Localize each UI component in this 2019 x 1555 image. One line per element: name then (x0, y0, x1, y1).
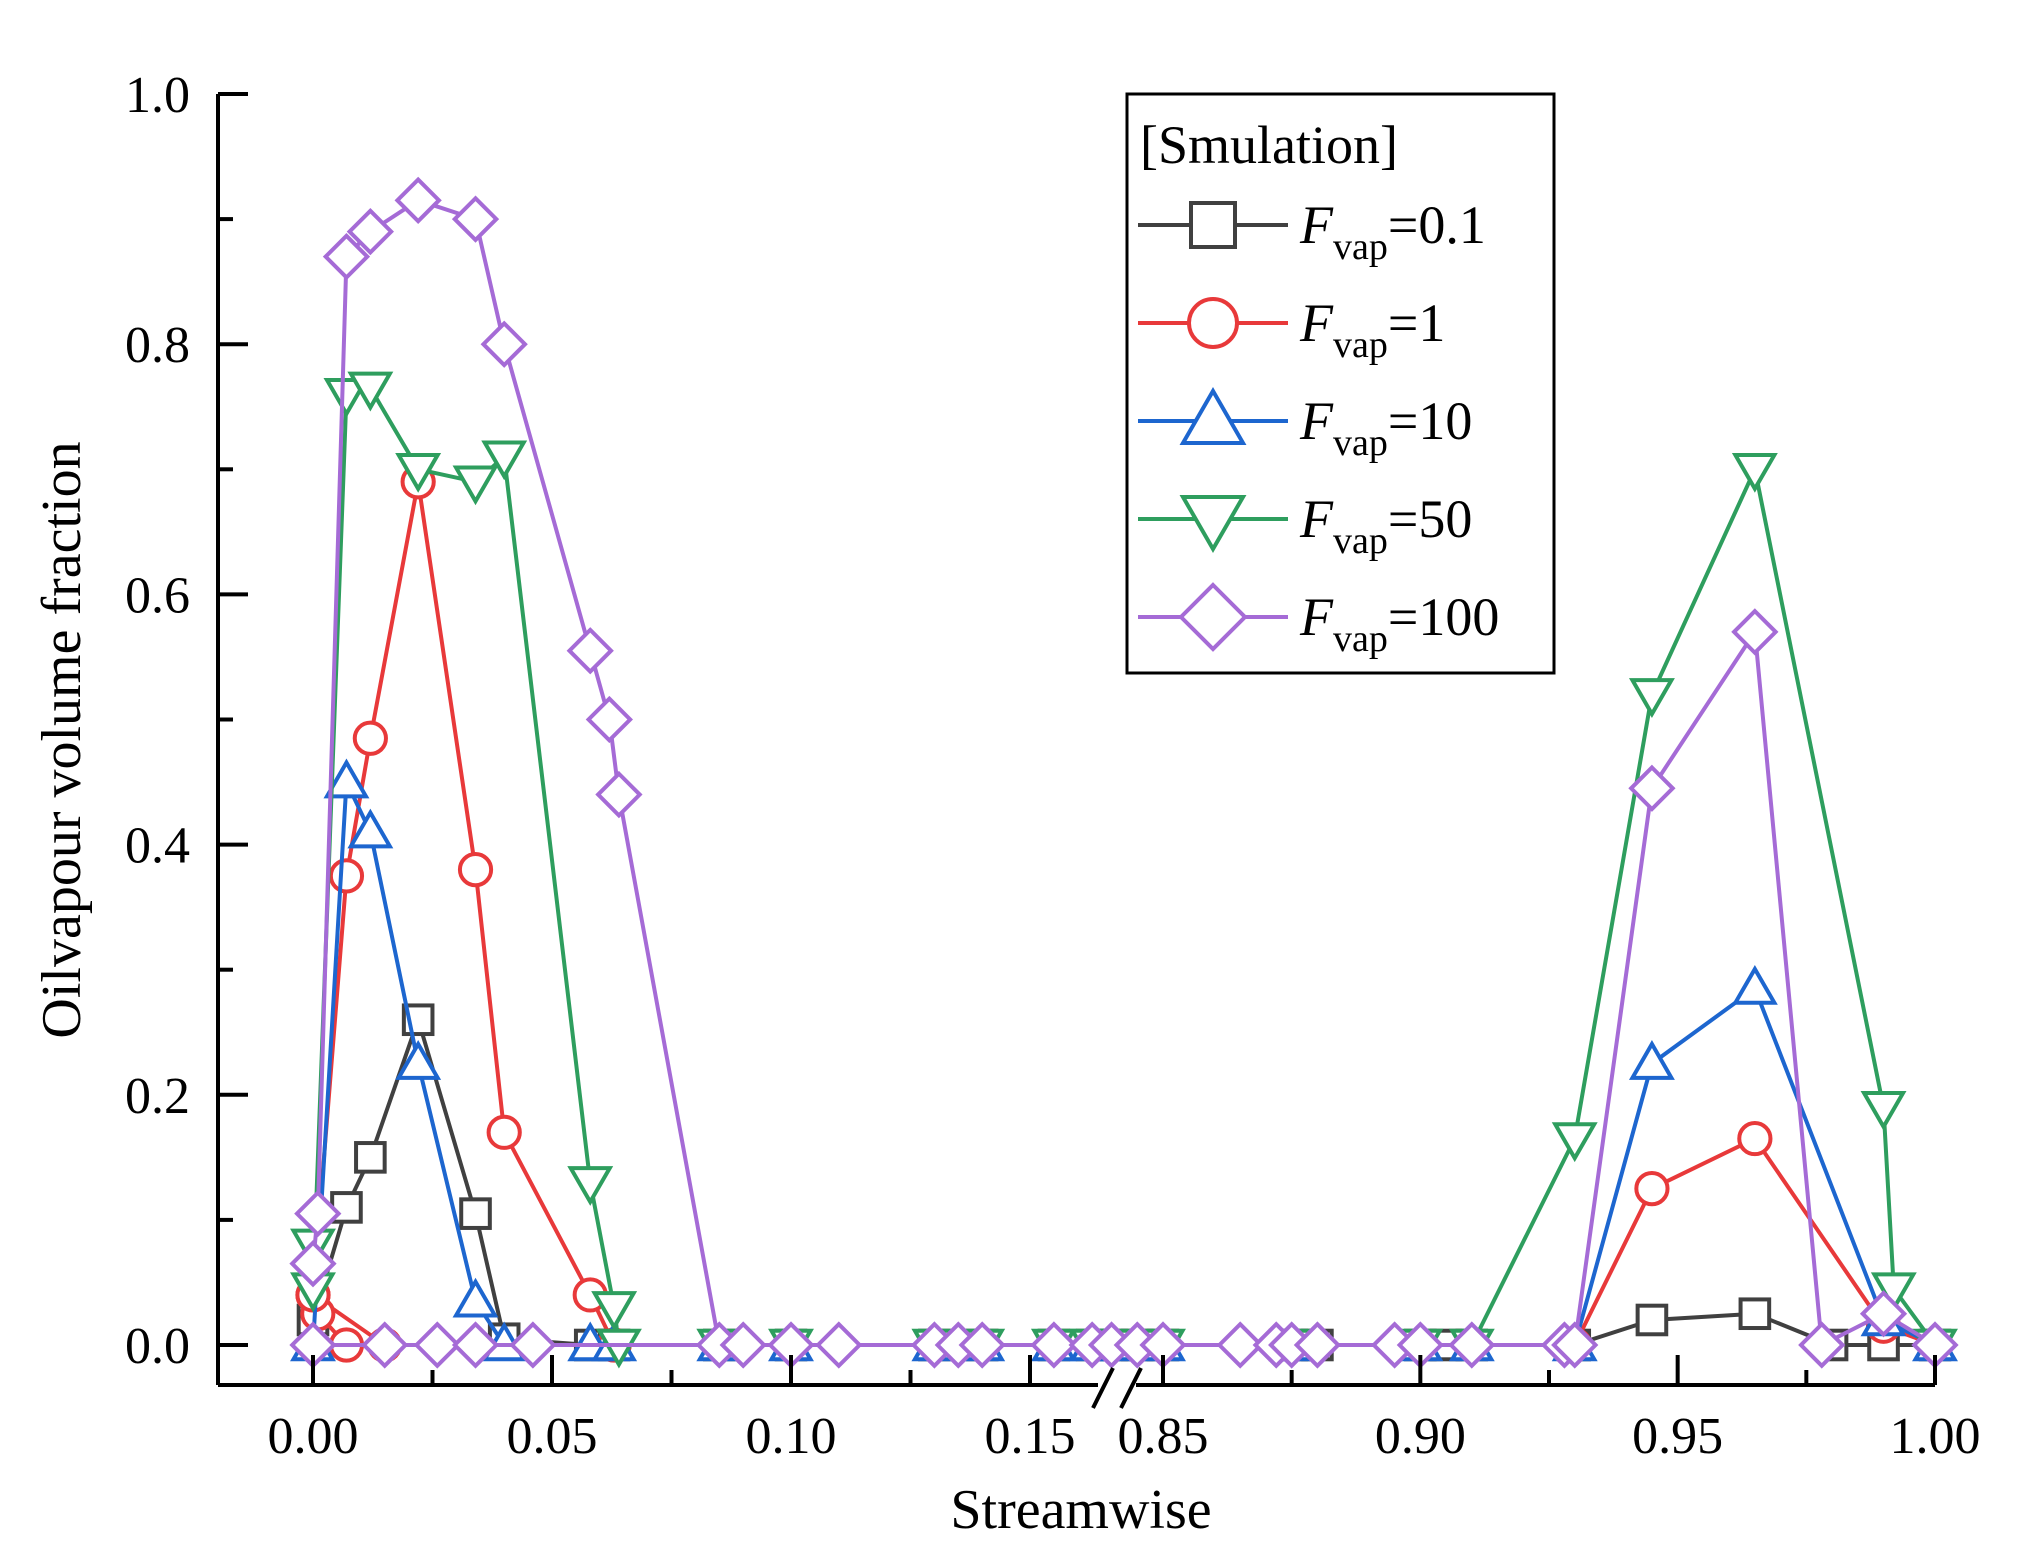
data-point (1860, 1091, 1907, 1131)
data-point (1628, 678, 1675, 718)
data-point (451, 1321, 500, 1369)
data-point (567, 1166, 614, 1206)
data-point (347, 808, 394, 849)
data-point (452, 465, 499, 506)
data-point (323, 758, 370, 799)
y-axis-label: Oilvapour volume fraction (31, 441, 93, 1038)
data-point (566, 627, 614, 675)
data-point (1738, 1297, 1772, 1331)
data-point (352, 720, 388, 756)
legend-marker (1179, 386, 1247, 445)
legend-marker (1187, 297, 1239, 349)
series-line (311, 198, 1095, 1347)
data-point (595, 1328, 642, 1369)
data-point (1859, 1290, 1908, 1338)
x-axis-label: Streamwise (950, 1479, 1211, 1541)
data-point (509, 1321, 557, 1369)
data-point (457, 852, 494, 888)
data-point (480, 320, 528, 368)
series-line (311, 386, 1093, 1347)
x-tick-label: 0.05 (507, 1408, 598, 1465)
series-layer (289, 176, 1959, 1369)
data-point (395, 453, 442, 493)
data-point (346, 207, 394, 256)
data-point (958, 1321, 1006, 1369)
data-point (585, 695, 633, 744)
data-point (1293, 1321, 1342, 1369)
data-point (1628, 764, 1676, 812)
x-tick-label: 0.15 (985, 1408, 1076, 1465)
data-point (1628, 1040, 1675, 1080)
data-point (481, 440, 528, 481)
legend-marker (1178, 582, 1248, 652)
series-Fvap=100 (289, 176, 1959, 1369)
data-point (322, 233, 371, 281)
data-point (294, 1190, 342, 1238)
x-tick-label: 0.95 (1632, 1408, 1723, 1465)
data-point (354, 1141, 387, 1174)
data-point (1731, 608, 1779, 656)
data-point (1448, 1321, 1496, 1369)
legend-entry-label: Fvap=50 (1299, 489, 1472, 562)
data-point (328, 858, 365, 894)
data-point (486, 1114, 522, 1150)
data-point (289, 1240, 337, 1288)
data-point (452, 1277, 499, 1318)
data-point (719, 1321, 767, 1369)
data-point (591, 1291, 638, 1331)
data-point (347, 371, 394, 412)
data-point (1798, 1321, 1846, 1369)
x-tick-label: 0.00 (268, 1408, 359, 1465)
data-point (1635, 1303, 1669, 1337)
series-line (1111, 986, 1936, 1347)
data-point (394, 176, 442, 224)
data-point (1634, 1171, 1670, 1207)
x-tick-label: 0.85 (1118, 1408, 1209, 1465)
y-tick-label: 1.0 (125, 67, 190, 124)
x-tick-label: 0.90 (1375, 1408, 1466, 1465)
data-point (451, 195, 500, 243)
data-point (361, 1321, 409, 1369)
axes: 0.0 0.2 0.4 0.6 0.8 1.0 0.00 0.05 0.10 0.15 0.85 0.… (125, 67, 1981, 1465)
data-point (323, 377, 370, 418)
x-tick-label: 1.00 (1890, 1408, 1981, 1465)
y-tick-label: 0.2 (125, 1068, 190, 1125)
legend-marker (1189, 201, 1237, 249)
data-point (1731, 964, 1778, 1005)
y-tick-label: 0.0 (125, 1318, 190, 1375)
data-point (1030, 1321, 1078, 1369)
axis-break-mark (1119, 1367, 1143, 1409)
series-Fvap=10 (290, 758, 1958, 1362)
legend-title: [Smulation] (1140, 115, 1398, 175)
legend-entry-label: Fvap=0.1 (1299, 195, 1486, 268)
series-Fvap=50 (290, 371, 1958, 1369)
series-Fvap=1 (295, 464, 1953, 1363)
data-point (1551, 1122, 1598, 1163)
legend-marker (1179, 495, 1247, 554)
legend-entry-label: Fvap=100 (1299, 587, 1499, 660)
data-point (1731, 453, 1778, 493)
x-tick-label: 0.10 (746, 1408, 837, 1465)
y-tick-label: 0.4 (125, 818, 190, 875)
data-point (413, 1321, 461, 1369)
series-Fvap=0.1 (296, 1003, 1952, 1362)
legend-box (1125, 92, 1556, 675)
data-point (395, 1040, 442, 1080)
data-point (1216, 1321, 1264, 1369)
legend-entry-label: Fvap=1 (1299, 293, 1445, 366)
data-point (459, 1197, 492, 1230)
data-point (595, 770, 643, 819)
axis-break-mark (1091, 1367, 1115, 1409)
y-tick-label: 0.8 (125, 317, 190, 374)
legend-entry-label: Fvap=10 (1299, 391, 1472, 464)
data-point (1737, 1120, 1773, 1157)
y-tick-label: 0.6 (125, 567, 190, 624)
legend: [Smulation] Fvap=0.1 Fvap=1 Fvap=10 Fvap=50 F… (1125, 92, 1556, 675)
data-point (1551, 1321, 1599, 1369)
data-point (815, 1321, 863, 1369)
series-line (311, 479, 1093, 1347)
